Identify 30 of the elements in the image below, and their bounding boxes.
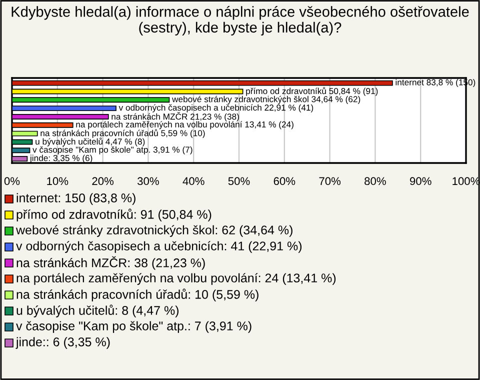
x-tick-label: 50% bbox=[228, 177, 250, 186]
text: na portálech zaměřených na volbu povolání: 24 (13,41 %) bbox=[16, 273, 336, 285]
data-label: na portálech zaměřených na volbu povolání 13,41 % (24) bbox=[76, 121, 294, 130]
text: internet: 150 (83,8 %) bbox=[16, 193, 136, 205]
data-label: přímo od zdravotníků 50,84 % (91) bbox=[246, 87, 378, 96]
x-tick-label: 90% bbox=[410, 177, 432, 186]
x-tick-label: 40% bbox=[182, 177, 204, 186]
x-tick-label: 80% bbox=[364, 177, 386, 186]
text: u bývalých učitelů: 8 (4,47 %) bbox=[16, 304, 178, 318]
x-tick-label: 0% bbox=[4, 177, 20, 186]
data-label: v odborných časopisech a učebnicích 22,91 % (41) bbox=[118, 104, 314, 112]
x-tick-label: 20% bbox=[92, 177, 114, 186]
data-label: jinde: 3,35 % (6) bbox=[30, 154, 92, 163]
data-label: na stránkách MZČR 21,23 % (38) bbox=[112, 112, 239, 122]
data-label: na stránkách pracovních úřadů 5,59 % (10) bbox=[40, 129, 205, 138]
data-label: webové stránky zdravotnických škol 34,64 % (62) bbox=[172, 96, 360, 104]
text: na stránkách MZČR: 38 (21,23 %) bbox=[16, 256, 205, 270]
x-tick-label: 70% bbox=[319, 177, 341, 186]
x-tick-label: 10% bbox=[47, 177, 68, 186]
text: v časopise "Kam po škole" atp.: 7 (3,91 %) bbox=[16, 321, 252, 333]
text: webové stránky zdravotnických škol: 62 (34,64 %) bbox=[16, 225, 292, 237]
chart-title: Kdybyste hledal(a) informace o náplni práce všeobecného ošetřovatele (sestry), kde byste je hledal(a)? bbox=[12, 6, 469, 36]
text: na stránkách pracovních úřadů: 10 (5,59 %) bbox=[16, 288, 258, 302]
data-label: u bývalých učitelů 4,47 % (8) bbox=[36, 138, 145, 146]
data-label: v časopise "Kam po škole" atp. 3,91 % (7) bbox=[32, 146, 192, 154]
text: v odborných časopisech a učebnicích: 41 (22,91 %) bbox=[16, 241, 302, 253]
x-tick-label: 60% bbox=[274, 177, 296, 186]
text: jinde:: 6 (3,35 %) bbox=[16, 337, 110, 349]
x-tick-label: 30% bbox=[138, 177, 159, 186]
text: přímo od zdravotníků: 91 (50,84 %) bbox=[16, 208, 212, 222]
